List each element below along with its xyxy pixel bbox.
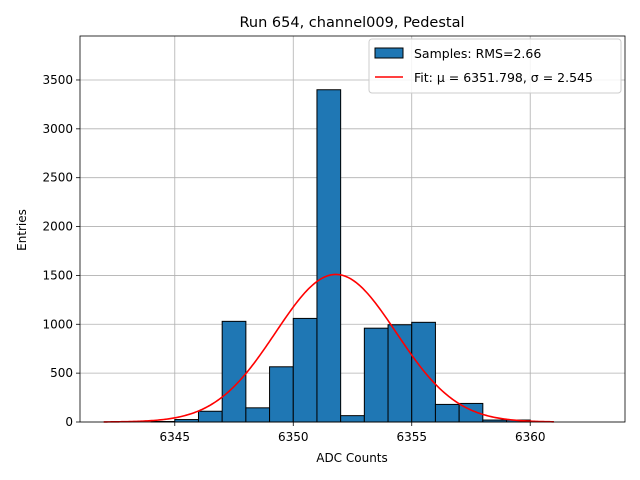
x-tick-label: 6350 (278, 430, 309, 444)
y-tick-label: 3500 (42, 73, 73, 87)
gaussian-fit-curve (103, 273, 554, 423)
histogram-bar (340, 415, 365, 423)
histogram-bars (150, 89, 531, 423)
histogram-bar (269, 366, 294, 423)
histogram-bar (316, 89, 342, 423)
y-tick-label: 1500 (42, 268, 73, 282)
plot-frame (79, 35, 626, 423)
y-tick-label: 2500 (42, 171, 73, 185)
histogram-bar (411, 321, 436, 423)
x-tick-label: 6345 (160, 430, 191, 444)
histogram-bar (292, 317, 318, 423)
y-tick-label: 500 (50, 366, 73, 380)
y-tick-label: 1000 (42, 317, 73, 331)
histogram-bar (197, 410, 223, 423)
x-tick-label: 6360 (515, 430, 546, 444)
y-tick-label: 2000 (42, 220, 73, 234)
legend-fit-label: Fit: μ = 6351.798, σ = 2.545 (414, 70, 593, 85)
legend-histogram-label: Samples: RMS=2.66 (414, 46, 541, 61)
x-tick-label: 6355 (396, 430, 427, 444)
histogram-bar (221, 320, 247, 423)
y-axis-label: Entries (15, 209, 29, 251)
histogram-bar (363, 327, 389, 423)
y-tick-label: 3000 (42, 122, 73, 136)
legend: Samples: RMS=2.66 Fit: μ = 6351.798, σ =… (368, 38, 622, 94)
fit-curve-layer (103, 273, 554, 423)
axis-ticks: 6345 6350 6355 6360 0 500 1000 1500 2000 2500 3000… (42, 73, 545, 444)
legend-box (368, 38, 622, 94)
histogram-bar (245, 407, 271, 423)
histogram-bar (434, 403, 460, 423)
x-axis-label: ADC Counts (316, 451, 388, 465)
chart-title: Run 654, channel009, Pedestal (239, 15, 464, 31)
legend-histogram-swatch (374, 47, 404, 59)
grid (80, 36, 625, 423)
y-tick-label: 0 (65, 415, 73, 429)
